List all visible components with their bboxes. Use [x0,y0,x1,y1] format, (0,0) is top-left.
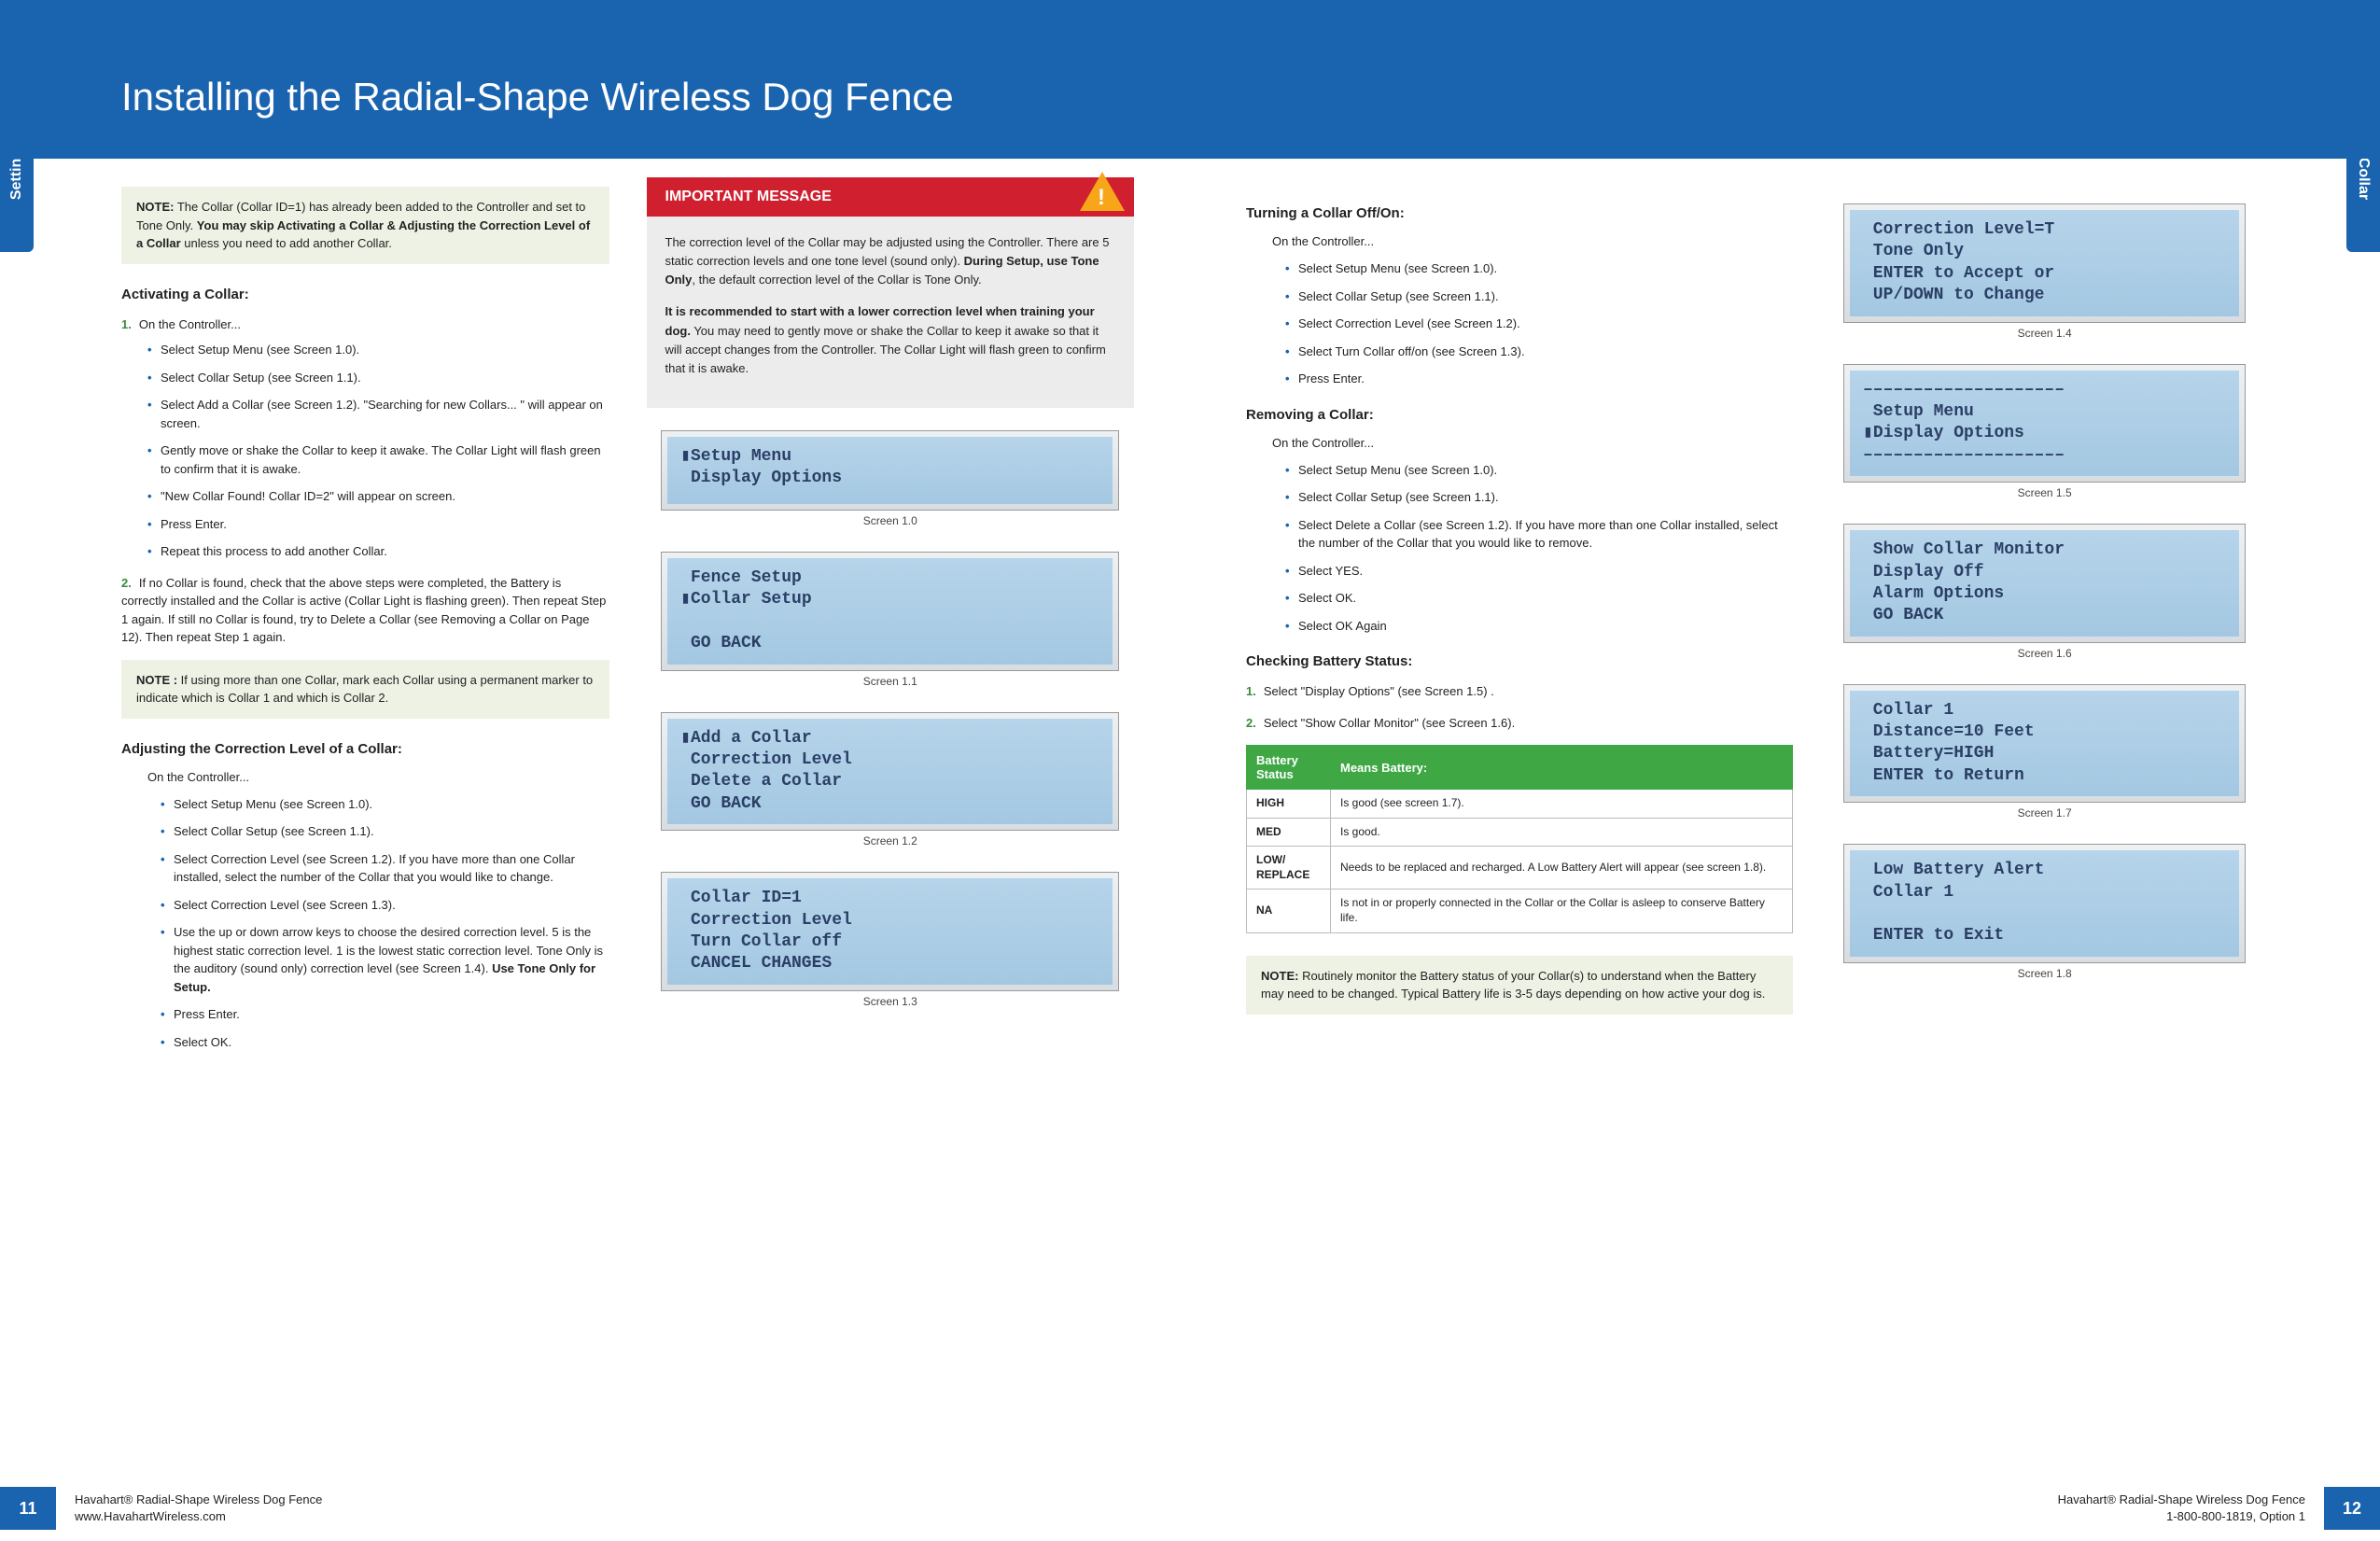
table-row: NAIs not in or properly connected in the… [1247,890,1793,932]
page-title: Installing the Radial-Shape Wireless Dog… [0,0,1190,119]
heading-adjusting: Adjusting the Correction Level of a Coll… [121,741,609,757]
list-item: Select Correction Level (see Screen 1.2)… [161,850,609,887]
list-item: Select Collar Setup (see Screen 1.1). [161,822,609,841]
table-row: HIGHIs good (see screen 1.7). [1247,790,1793,819]
list-item: Use the up or down arrow keys to choose … [161,923,609,996]
important-message-box: IMPORTANT MESSAGE The correction level o… [647,177,1135,408]
left-page: Setting Up the Collar Installing the Rad… [0,0,1190,1541]
checking-step-1: 1.Select "Display Options" (see Screen 1… [1246,682,1793,701]
list-item: Repeat this process to add another Colla… [147,542,609,561]
right-col-1: Turning a Collar Off/On: On the Controll… [1246,187,1793,1037]
list-item: Select Setup Menu (see Screen 1.0). [161,795,609,814]
right-page: Setting Up the Collar Turning a Collar O… [1190,0,2380,1541]
important-header: IMPORTANT MESSAGE [647,177,1135,217]
list-item: "New Collar Found! Collar ID=2" will app… [147,487,609,506]
list-item: Select Setup Menu (see Screen 1.0). [147,341,609,359]
list-item: Select Correction Level (see Screen 1.3)… [161,896,609,915]
activating-step-1: 1.On the Controller... Select Setup Menu… [121,315,609,561]
list-item: Gently move or shake the Collar to keep … [147,441,609,478]
note-battery-monitor: NOTE: Routinely monitor the Battery stat… [1246,956,1793,1015]
battery-status-table: Battery Status Means Battery: HIGHIs goo… [1246,745,1793,933]
list-item: Select Collar Setup (see Screen 1.1). [1285,488,1793,507]
screen-1-5: –––––––––––––––––––– Setup Menu ▮Display… [1830,364,2259,500]
note-collar-preadded: NOTE: The Collar (Collar ID=1) has alrea… [121,187,609,264]
list-item: Select Correction Level (see Screen 1.2)… [1285,315,1793,333]
heading-checking: Checking Battery Status: [1246,653,1793,669]
list-item: Press Enter. [1285,370,1793,388]
table-row: LOW/ REPLACENeeds to be replaced and rec… [1247,847,1793,890]
activating-step-2: 2.If no Collar is found, check that the … [121,574,609,647]
list-item: Select Collar Setup (see Screen 1.1). [147,369,609,387]
table-header-means: Means Battery: [1331,746,1793,790]
screen-1-8: Low Battery Alert Collar 1 ENTER to Exit… [1830,844,2259,980]
footer-right: Havahart® Radial-Shape Wireless Dog Fenc… [1190,1476,2380,1541]
heading-turning: Turning a Collar Off/On: [1246,205,1793,221]
header-band-right [1190,0,2380,159]
right-col-2: Correction Level=T Tone Only ENTER to Ac… [1830,187,2259,1037]
page-number-left: 11 [0,1487,56,1530]
list-item: Select YES. [1285,562,1793,581]
screen-1-3: Collar ID=1 Correction Level Turn Collar… [647,872,1135,1008]
left-col-2: IMPORTANT MESSAGE The correction level o… [647,187,1135,1060]
list-item: Select Collar Setup (see Screen 1.1). [1285,287,1793,306]
list-item: Select Turn Collar off/on (see Screen 1.… [1285,343,1793,361]
screen-1-1: Fence Setup ▮Collar Setup GO BACK Screen… [647,552,1135,688]
screen-1-0: ▮Setup Menu Display Options Screen 1.0 [647,430,1135,527]
heading-activating: Activating a Collar: [121,287,609,302]
note-mark-collars: NOTE : If using more than one Collar, ma… [121,660,609,719]
page-number-right: 12 [2324,1487,2380,1530]
list-item: Select OK. [1285,589,1793,608]
list-item: Select Setup Menu (see Screen 1.0). [1285,461,1793,480]
list-item: Select Delete a Collar (see Screen 1.2).… [1285,516,1793,553]
list-item: Select Setup Menu (see Screen 1.0). [1285,259,1793,278]
screen-1-2: ▮Add a Collar Correction Level Delete a … [647,712,1135,848]
screen-1-6: Show Collar Monitor Display Off Alarm Op… [1830,524,2259,660]
list-item: Select Add a Collar (see Screen 1.2). "S… [147,396,609,432]
list-item: Press Enter. [161,1005,609,1024]
screen-1-4: Correction Level=T Tone Only ENTER to Ac… [1830,203,2259,340]
footer-left: 11 Havahart® Radial-Shape Wireless Dog F… [0,1476,1190,1541]
list-item: Select OK Again [1285,617,1793,636]
table-header-status: Battery Status [1247,746,1331,790]
heading-removing: Removing a Collar: [1246,407,1793,423]
screen-1-7: Collar 1 Distance=10 Feet Battery=HIGH E… [1830,684,2259,820]
table-row: MEDIs good. [1247,818,1793,847]
alert-icon [1080,172,1125,211]
checking-step-2: 2.Select "Show Collar Monitor" (see Scre… [1246,714,1793,733]
list-item: Select OK. [161,1033,609,1052]
list-item: Press Enter. [147,515,609,534]
header-band: Installing the Radial-Shape Wireless Dog… [0,0,1190,159]
left-col-1: NOTE: The Collar (Collar ID=1) has alrea… [121,187,609,1060]
